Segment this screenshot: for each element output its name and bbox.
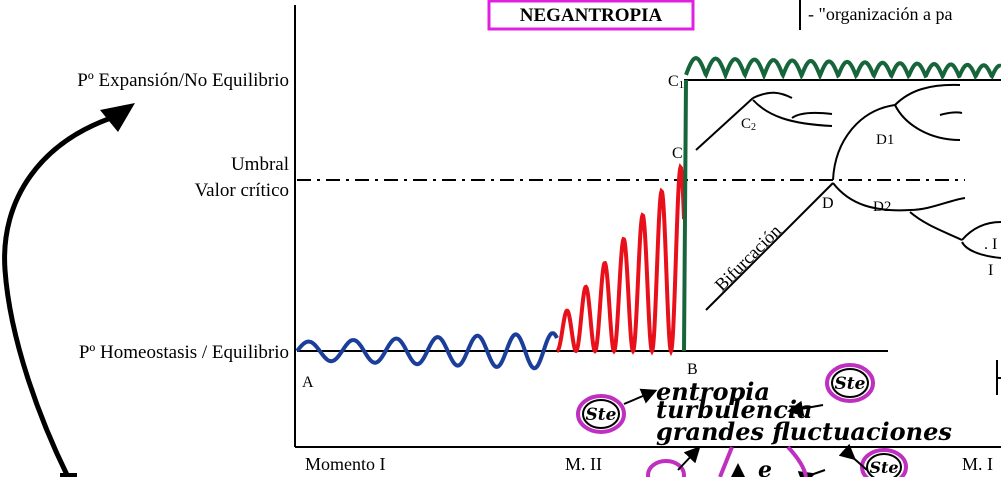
ste-badge-bottom-text: Ste	[869, 458, 898, 477]
ste-badge-right-text: Ste	[835, 374, 866, 394]
point-c2-label: C2	[741, 116, 756, 133]
ste-badge-left: Ste	[576, 394, 626, 434]
point-c1-label: C1	[668, 73, 684, 91]
word-entropia: entropia	[656, 377, 770, 406]
branch-d1-up	[894, 83, 961, 106]
level-critical-value-label: Valor crítico	[195, 180, 289, 201]
branch-c-c2	[695, 97, 754, 151]
arrow-to-turbulencia	[623, 388, 658, 405]
arrow-bottom-right	[797, 469, 826, 477]
level-umbral-label: Umbral	[231, 154, 289, 175]
moment-3-label: M. I	[962, 454, 993, 474]
bottom-shape-right	[786, 445, 808, 477]
homeostasis-wave	[295, 331, 559, 371]
branch-c2-tail-1	[752, 99, 833, 127]
bottom-triangle-icon	[731, 463, 745, 477]
bifurcation-label: Bifurcación	[711, 221, 785, 295]
point-b-label: B	[687, 361, 698, 378]
expansion-wave	[684, 56, 1001, 81]
bottom-shape-left	[718, 446, 734, 477]
branch-c2-tail-2	[791, 111, 833, 119]
branch-d1-inner	[939, 111, 963, 116]
point-d1-label: D1	[876, 132, 894, 148]
point-d-label: D	[822, 195, 834, 212]
branch-c2-arc	[752, 91, 793, 99]
arrow-from-ste-right	[787, 400, 824, 417]
ste-badge-bottom-left	[646, 459, 686, 477]
diagram-title: NEGANTROPIA	[520, 5, 663, 26]
word-grandes-fluctuaciones: grandes fluctuaciones	[656, 417, 952, 446]
cut-right-text-1: . I	[984, 236, 997, 253]
ste-badge-right: Ste	[825, 363, 875, 403]
critical-fluctuation-wave	[555, 163, 686, 357]
point-a-label: A	[302, 374, 314, 391]
word-turbulencia: turbulencia	[656, 395, 813, 424]
moment-2-label: M. II	[565, 454, 602, 474]
branch-d1	[832, 104, 896, 181]
arrow-up-bottom-left	[677, 446, 701, 471]
cut-right-text-2: I	[988, 262, 993, 279]
big-curved-arrow-head	[100, 103, 135, 132]
branch-d2	[832, 182, 911, 212]
expansion-jump-line	[682, 79, 688, 352]
branch-d2-up	[909, 197, 966, 211]
moment-1-label: Momento I	[305, 454, 386, 474]
branch-d2-down	[909, 211, 963, 241]
point-d2-label: D2	[873, 199, 891, 215]
bifurcation-line	[705, 182, 834, 311]
big-curved-arrow-shaft	[2, 112, 121, 477]
point-c-label: C	[672, 145, 683, 162]
ste-badge-bottom: Ste	[860, 448, 908, 477]
branch-d2-far-up	[961, 221, 1001, 241]
bottom-partial-letter: e	[758, 457, 772, 477]
arrow-to-ste-bottom	[838, 443, 868, 471]
top-note: - "organización a pa	[808, 4, 952, 24]
title-box	[487, 0, 695, 31]
level-homeostasis-label: Pº Homeostasis / Equilibrio	[79, 342, 289, 363]
branch-d2-far-down	[961, 241, 1001, 259]
ste-badge-left-text: Ste	[586, 405, 617, 425]
branch-d1-down	[894, 104, 961, 141]
level-expansion-label: Pº Expansión/No Equilibrio	[77, 70, 289, 91]
